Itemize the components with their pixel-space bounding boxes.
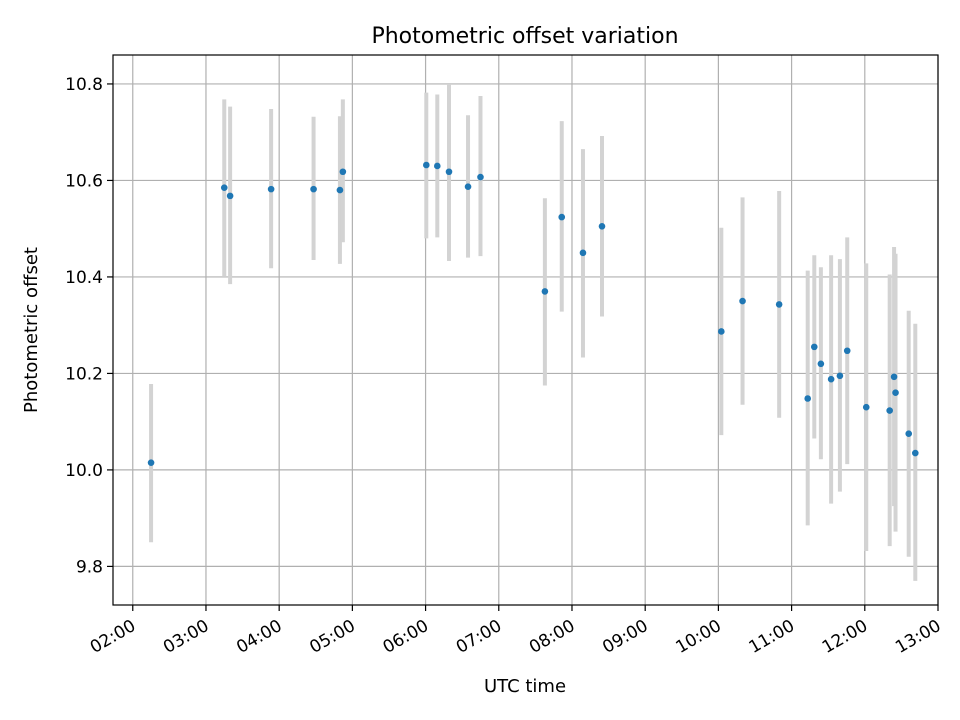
- data-point: [477, 173, 484, 181]
- data-point: [827, 375, 835, 383]
- data-point: [775, 301, 783, 308]
- data-point: [445, 168, 453, 176]
- data-point: [892, 389, 899, 397]
- data-point: [147, 459, 155, 466]
- data-point: [310, 185, 317, 193]
- data-point: [558, 213, 566, 221]
- y-tick-label: 10.2: [65, 364, 103, 384]
- x-axis-label: UTC time: [484, 676, 566, 697]
- y-tick-label: 10.4: [65, 268, 103, 288]
- data-point: [718, 328, 725, 335]
- data-point: [579, 249, 587, 257]
- data-point: [739, 297, 746, 305]
- data-point: [862, 403, 870, 411]
- data-point: [810, 343, 818, 351]
- data-point: [804, 395, 811, 402]
- data-point: [843, 347, 851, 355]
- data-point: [464, 183, 472, 191]
- data-point: [817, 360, 825, 368]
- y-axis-label: Photometric offset: [21, 247, 42, 413]
- data-point: [220, 184, 228, 191]
- data-point: [598, 222, 606, 230]
- y-tick-label: 10.8: [65, 75, 103, 95]
- data-point: [886, 407, 893, 414]
- data-point: [541, 288, 549, 295]
- data-point: [433, 162, 441, 170]
- data-point: [267, 185, 275, 193]
- plot-frame: [112, 54, 939, 606]
- data-point: [890, 373, 898, 381]
- data-point: [226, 192, 234, 200]
- data-point: [912, 449, 919, 457]
- y-tick-label: 10.0: [65, 461, 103, 481]
- data-point: [336, 186, 344, 194]
- data-point: [339, 168, 347, 176]
- data-point: [423, 161, 430, 169]
- y-axis-ticks: 9.8 10.0 10.2 10.4 10.6 10.8: [65, 75, 113, 577]
- chart-title: Photometric offset variation: [371, 24, 678, 49]
- data-point: [836, 372, 844, 380]
- y-tick-label: 9.8: [76, 557, 103, 577]
- y-tick-label: 10.6: [65, 171, 103, 191]
- data-point: [905, 430, 913, 438]
- data-points: [147, 161, 919, 466]
